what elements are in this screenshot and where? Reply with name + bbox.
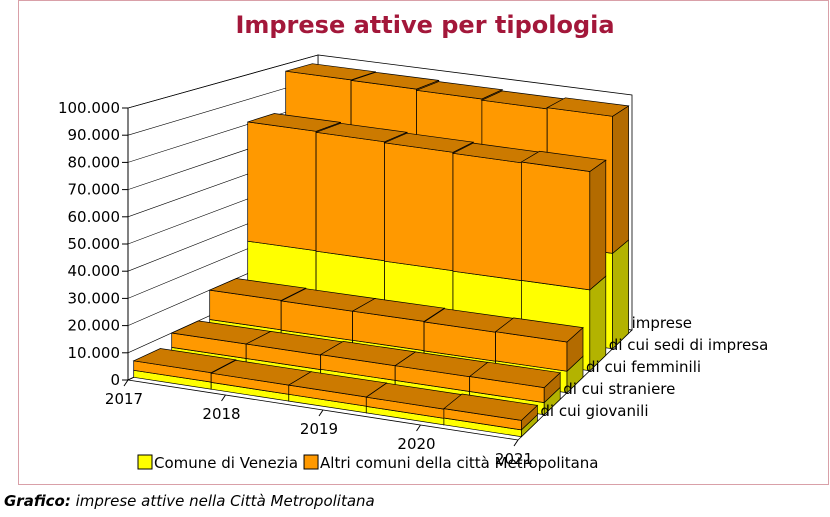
y-tick-label: 90.000 bbox=[68, 126, 121, 144]
bar-segment bbox=[520, 150, 607, 291]
x-tick-label: 2020 bbox=[397, 435, 435, 453]
legend-label: Altri comuni della città Metropolitana bbox=[320, 454, 598, 472]
x-tick bbox=[318, 409, 324, 417]
bar-top bbox=[546, 97, 630, 117]
x-tick bbox=[513, 439, 519, 447]
y-tick-label: 80.000 bbox=[68, 153, 121, 171]
row-label: imprese bbox=[632, 314, 692, 332]
legend-label: Comune di Venezia bbox=[154, 454, 298, 472]
plot: 0 10.000 20.000 30.000 40.000 50.000 60.000 70.… bbox=[58, 54, 768, 472]
x-tick-label: 2021 bbox=[495, 450, 533, 468]
bar-top bbox=[350, 71, 439, 90]
y-tick-label: 70.000 bbox=[68, 181, 121, 199]
bar-front bbox=[521, 161, 591, 291]
bar-segment bbox=[208, 278, 307, 331]
bar-side bbox=[589, 275, 607, 372]
bar-top bbox=[285, 63, 376, 81]
y-tick-label: 20.000 bbox=[68, 317, 121, 335]
bar-top bbox=[315, 122, 409, 143]
bar-top bbox=[416, 81, 504, 100]
legend-swatch bbox=[137, 454, 153, 470]
bar-front bbox=[384, 142, 454, 272]
caption-text: imprese attive nella Città Metropolitana bbox=[75, 492, 375, 510]
y-tick-label: 30.000 bbox=[68, 289, 121, 307]
grid-line bbox=[127, 54, 319, 109]
bar-side bbox=[612, 105, 629, 255]
y-tick-label: 0 bbox=[110, 371, 120, 389]
y-tick-label: 50.000 bbox=[68, 235, 121, 253]
bar-segment bbox=[443, 393, 539, 431]
bar-top bbox=[468, 361, 561, 388]
legend-swatch bbox=[303, 454, 319, 470]
bar-top bbox=[383, 132, 475, 153]
bar-top bbox=[351, 298, 446, 322]
x-tick-label: 2018 bbox=[202, 405, 240, 423]
row-label: di cui straniere bbox=[563, 380, 675, 398]
bar-top bbox=[520, 150, 607, 172]
y-tick-label: 10.000 bbox=[68, 344, 121, 362]
bar-segment bbox=[443, 413, 538, 438]
bar-front bbox=[452, 152, 522, 282]
row-label: di cui giovanili bbox=[540, 402, 648, 420]
bar-top bbox=[132, 348, 237, 374]
row-label: di cui femminili bbox=[586, 358, 701, 376]
x-tick bbox=[416, 424, 421, 432]
x-tick-label: 2017 bbox=[105, 390, 143, 408]
x-tick bbox=[221, 394, 226, 402]
caption: Grafico: imprese attive nella Città Metr… bbox=[4, 492, 375, 510]
y-tick-label: 60.000 bbox=[68, 208, 121, 226]
y-tick-label: 40.000 bbox=[68, 262, 121, 280]
bar-top bbox=[208, 278, 307, 301]
bar-top bbox=[247, 113, 341, 132]
bar-side bbox=[589, 159, 607, 291]
caption-label: Grafico: bbox=[4, 492, 71, 510]
y-tick-label: 100.000 bbox=[58, 99, 120, 117]
bar-side bbox=[612, 239, 629, 350]
bar-front bbox=[315, 131, 385, 262]
row-label: di cui sedi di impresa bbox=[609, 336, 768, 354]
bar-segment bbox=[494, 317, 584, 373]
bar-front bbox=[247, 121, 317, 252]
chart-title: Imprese attive per tipologia bbox=[235, 11, 614, 39]
x-tick-label: 2019 bbox=[300, 420, 338, 438]
chart: Imprese attive per tipologia 0 10.000 20.0… bbox=[18, 0, 829, 485]
bar-top bbox=[443, 393, 539, 421]
bar-top bbox=[494, 317, 584, 343]
bar-segment bbox=[468, 361, 561, 404]
x-tick bbox=[123, 379, 129, 387]
